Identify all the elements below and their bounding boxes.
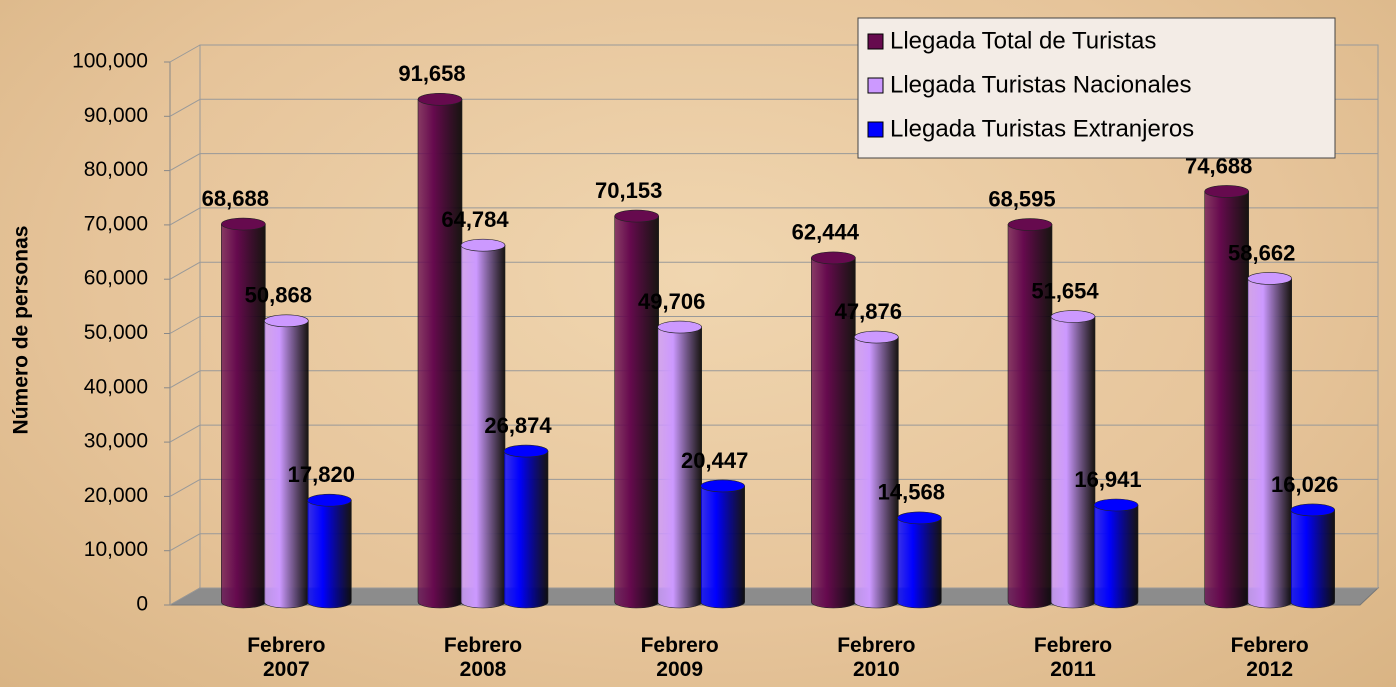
- data-label: 50,868: [245, 283, 312, 308]
- data-label: 64,784: [441, 207, 509, 232]
- bar: [1093, 504, 1139, 609]
- legend-box: [857, 17, 1336, 159]
- grid-line: [169, 478, 201, 497]
- bar: [503, 450, 549, 609]
- legend-swatch: [867, 121, 884, 138]
- data-label: 91,658: [398, 61, 465, 86]
- grid-line: [169, 370, 201, 389]
- y-tick-label: 40,000: [84, 375, 148, 398]
- bar-top: [1007, 218, 1053, 231]
- data-label: 62,444: [792, 220, 860, 245]
- grid-line: [169, 153, 201, 172]
- y-tick-label: 90,000: [84, 104, 148, 127]
- legend-label: Llegada Turistas Nacionales: [890, 71, 1192, 98]
- x-tick-label: Febrero 2010: [837, 634, 916, 681]
- bar-top: [221, 217, 266, 231]
- data-label: 47,876: [835, 299, 902, 324]
- bar-top: [1290, 503, 1335, 517]
- bar-top: [1050, 310, 1096, 323]
- grid-line: [169, 533, 201, 552]
- y-tick-label: 50,000: [84, 321, 148, 344]
- bar: [1290, 509, 1335, 609]
- x-tick-label: Febrero 2009: [640, 634, 719, 681]
- bar: [307, 499, 352, 609]
- data-label: 20,447: [681, 448, 748, 473]
- y-tick-label: 10,000: [84, 538, 148, 561]
- bar-top: [503, 444, 549, 458]
- data-label: 51,654: [1031, 278, 1099, 303]
- grid-line: [169, 207, 201, 226]
- y-tick-label: 60,000: [84, 267, 148, 290]
- data-label: 26,874: [484, 413, 552, 438]
- y-tick-label: 30,000: [84, 430, 148, 453]
- bar-top: [657, 320, 702, 334]
- grid-line: [169, 587, 201, 606]
- bar-top: [417, 92, 463, 106]
- bar-top: [854, 330, 899, 344]
- data-label: 68,595: [988, 186, 1055, 211]
- legend-label: Llegada Total de Turistas: [890, 27, 1156, 54]
- data-label: 16,941: [1074, 467, 1141, 492]
- y-axis-label: Número de personas: [10, 226, 33, 435]
- grid-line: [169, 316, 201, 334]
- bar: [1050, 316, 1096, 609]
- grid-line: [169, 98, 201, 117]
- y-tick-label: 20,000: [84, 484, 148, 507]
- bar: [897, 517, 942, 609]
- data-label: 68,688: [202, 186, 269, 211]
- bar-top: [700, 479, 745, 493]
- grid-line: [169, 261, 201, 280]
- data-label: 14,568: [878, 480, 945, 505]
- bar: [700, 485, 745, 609]
- bar-top: [897, 511, 942, 525]
- y-tick-label: 70,000: [84, 212, 148, 235]
- bar: [1247, 278, 1292, 609]
- bar-top: [1093, 498, 1139, 512]
- bar-top: [1204, 185, 1249, 198]
- bar-top: [811, 251, 856, 265]
- grid-line: [169, 44, 201, 63]
- data-label: 49,706: [638, 289, 705, 314]
- grid-line: [169, 424, 201, 443]
- x-tick-label: Febrero 2012: [1230, 634, 1309, 681]
- bar: [854, 336, 899, 609]
- data-label: 70,153: [595, 178, 662, 203]
- bar-top: [614, 209, 659, 223]
- bar-top: [1247, 272, 1292, 285]
- legend-swatch: [867, 77, 884, 94]
- y-tick-label: 80,000: [84, 158, 148, 181]
- data-label: 16,026: [1271, 472, 1338, 497]
- y-tick-label: 100,000: [72, 50, 148, 73]
- legend-swatch: [867, 33, 884, 50]
- x-tick-label: Febrero 2011: [1033, 634, 1113, 681]
- bar-top: [307, 493, 352, 507]
- data-label: 58,662: [1228, 240, 1295, 265]
- bar: [614, 215, 659, 609]
- bar-top: [460, 238, 506, 252]
- x-tick-label: Febrero 2008: [443, 634, 523, 681]
- x-tick-label: Febrero 2007: [247, 634, 326, 681]
- data-label: 17,820: [288, 462, 355, 487]
- bar-top: [264, 314, 309, 328]
- legend-label: Llegada Turistas Extranjeros: [890, 115, 1194, 142]
- y-tick-label: 0: [136, 593, 148, 616]
- bar: [417, 98, 463, 609]
